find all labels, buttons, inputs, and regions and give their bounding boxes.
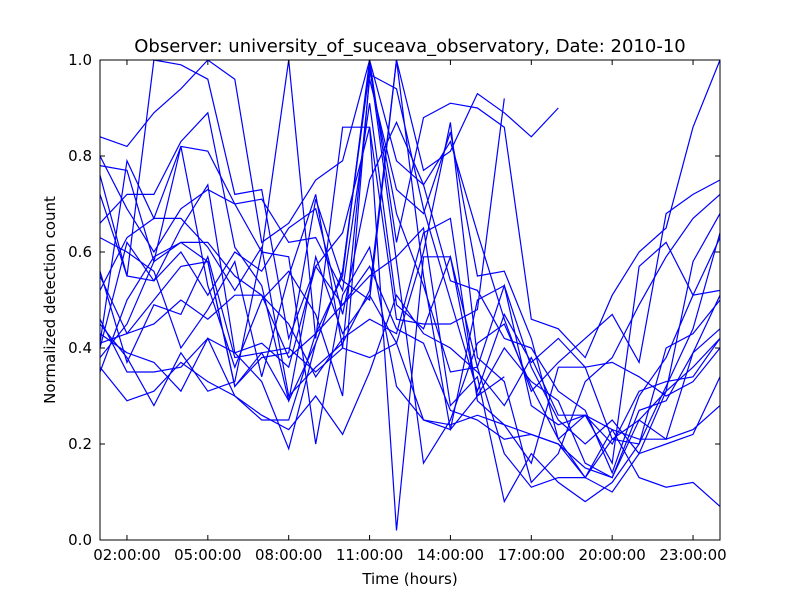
x-tick-label: 23:00:00 (659, 546, 726, 564)
x-tick-label: 17:00:00 (498, 546, 565, 564)
x-tick-label: 02:00:00 (93, 546, 160, 564)
series-line-3 (99, 69, 721, 488)
series-line-14 (99, 122, 721, 484)
series-line-12 (99, 175, 721, 504)
series-line-11 (99, 245, 721, 507)
x-tick-label: 14:00:00 (417, 546, 484, 564)
series-line-19 (99, 59, 559, 388)
series-line-1 (99, 59, 721, 359)
series-line-15 (99, 79, 721, 466)
chart-title: Observer: university_of_suceava_observat… (134, 36, 685, 57)
x-tick-label: 20:00:00 (578, 546, 645, 564)
x-axis-label: Time (hours) (361, 570, 457, 588)
y-tick-label: 0.8 (68, 147, 92, 165)
x-tick-label: 05:00:00 (174, 546, 241, 564)
y-tick-label: 0.0 (68, 531, 92, 549)
y-tick-label: 0.6 (68, 243, 92, 261)
y-tick-label: 0.2 (68, 435, 92, 453)
series-line-2 (99, 59, 721, 475)
x-tick-label: 08:00:00 (255, 546, 322, 564)
y-axis-label: Normalized detection count (41, 196, 59, 404)
series-line-10 (99, 64, 721, 493)
series-line-17 (99, 59, 505, 341)
series-line-16 (99, 103, 721, 455)
series-line-8 (99, 255, 721, 465)
y-axis: 0.0 0.2 0.4 0.6 0.8 1.0 (68, 51, 720, 549)
series-line-9 (99, 293, 721, 446)
y-tick-label: 0.4 (68, 339, 92, 357)
series-layer (99, 59, 721, 531)
x-tick-label: 11:00:00 (336, 546, 403, 564)
plot-frame (99, 59, 721, 541)
x-axis: 02:00:00 05:00:00 08:00:00 11:00:00 14:00:00… (93, 60, 727, 564)
y-tick-label: 1.0 (68, 51, 92, 69)
series-line-13 (99, 120, 721, 393)
series-line-18 (99, 59, 505, 531)
